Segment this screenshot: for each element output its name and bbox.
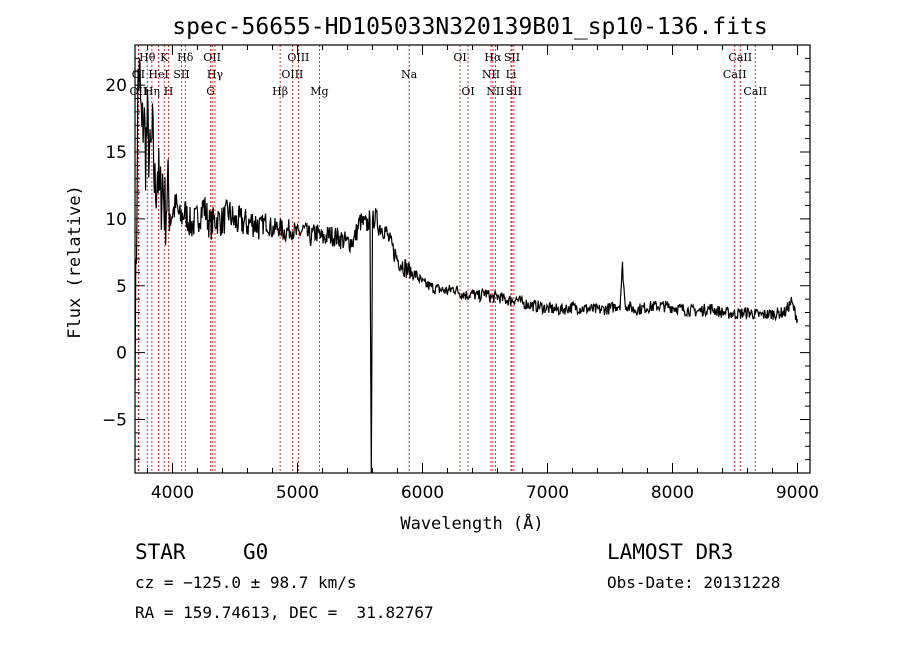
- x-tick-label: 8000: [651, 483, 694, 503]
- x-tick-label: 4000: [151, 483, 194, 503]
- spectral-line-label: OI: [461, 85, 474, 98]
- survey-name: LAMOST DR3: [607, 540, 734, 564]
- x-tick-label: 9000: [776, 483, 819, 503]
- x-tick-label: 7000: [526, 483, 569, 503]
- spectral-line-label: SII: [504, 51, 520, 64]
- spectral-line-label: Hθ: [139, 51, 156, 64]
- spectral-line-label: K: [160, 51, 169, 64]
- spectral-line-label: Hβ: [272, 85, 288, 98]
- x-tick-label: 6000: [401, 483, 444, 503]
- y-tick-label: 5: [116, 277, 127, 297]
- spectral-line-label: OI: [453, 51, 466, 64]
- spectral-line-label: Mg: [310, 85, 328, 98]
- spectral-line-label: G: [206, 85, 215, 98]
- y-tick-label: −5: [102, 411, 127, 431]
- spectral-line-label: Hη: [144, 85, 160, 98]
- spectrum-chart: spec-56655-HD105033N320139B01_sp10-136.f…: [65, 14, 819, 534]
- spectral-line-label: NII: [482, 68, 500, 81]
- obs-date: Obs-Date: 20131228: [607, 573, 781, 592]
- plot-frame: [134, 44, 811, 474]
- spectral-line-label: CaII: [743, 85, 767, 98]
- spectral-line-label: HeI: [148, 68, 168, 81]
- object-class: STAR: [135, 540, 186, 564]
- axis-ticks: 4000 5000 6000 7000 8000 9000 −5 0 5 10 15 20: [102, 45, 819, 503]
- spectral-line-markers: [137, 45, 756, 473]
- redshift-text: cz = −125.0 ± 98.7 km/s: [135, 573, 357, 592]
- spectral-line-label: Hδ: [177, 51, 194, 64]
- spectral-line-label: OIII: [287, 51, 309, 64]
- coordinates-text: RA = 159.74613, DEC = 31.82767: [135, 603, 434, 622]
- y-tick-label: 10: [105, 210, 127, 230]
- spectral-line-label: CaII: [728, 51, 752, 64]
- y-tick-label: 0: [116, 344, 127, 364]
- x-tick-label: 5000: [276, 483, 319, 503]
- y-axis-label: Flux (relative): [65, 185, 85, 339]
- spectral-line-label: Li: [506, 68, 517, 81]
- y-tick-label: 15: [105, 143, 127, 163]
- object-subclass: G0: [243, 540, 269, 564]
- spectral-line-label: Hα: [484, 51, 502, 64]
- spectral-line-label: CaII: [723, 68, 747, 81]
- chart-title: spec-56655-HD105033N320139B01_sp10-136.f…: [172, 14, 767, 40]
- spectral-line-label: OIII: [281, 68, 303, 81]
- flux-series-line: [135, 59, 799, 473]
- y-tick-label: 20: [105, 76, 127, 96]
- spectral-line-label: Hγ: [207, 68, 224, 81]
- spectral-line-label: OII: [203, 51, 221, 64]
- x-axis-label: Wavelength (Å): [400, 512, 543, 534]
- spectral-line-label: SII: [173, 68, 189, 81]
- spectral-line-label: SII: [506, 85, 522, 98]
- spectral-line-label: H: [164, 85, 174, 98]
- spectral-line-label: Na: [401, 68, 418, 81]
- spectral-line-label: NII: [486, 85, 504, 98]
